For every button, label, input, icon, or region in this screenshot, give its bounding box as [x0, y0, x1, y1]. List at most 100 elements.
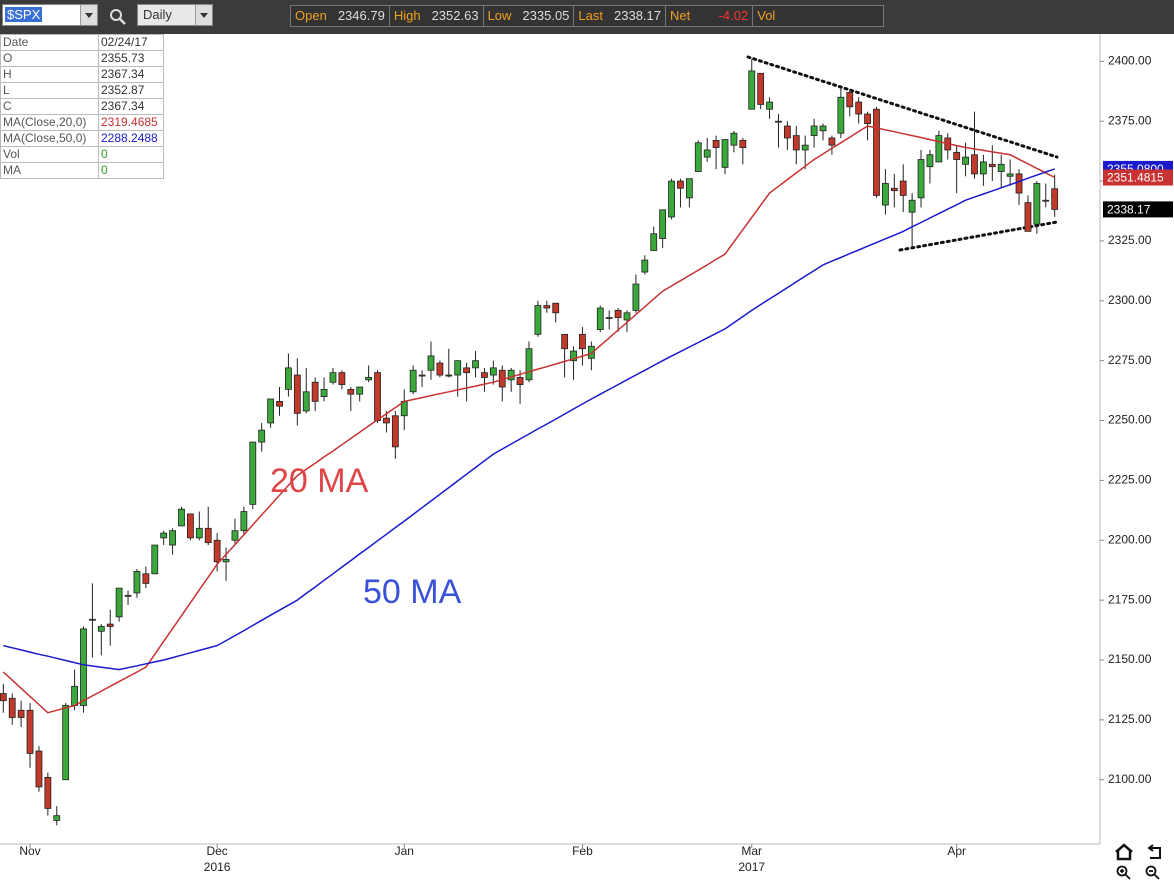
info-value: 2319.4685	[98, 114, 164, 131]
quote-label: Last	[578, 8, 603, 23]
candle-body	[962, 156, 969, 165]
info-label: C	[0, 98, 99, 115]
candle-body	[873, 108, 880, 196]
candle-body	[44, 776, 52, 809]
quote-label: Vol	[757, 8, 776, 23]
candle-body	[187, 513, 194, 539]
interval: Daily	[143, 7, 172, 22]
y-axis: 2100.00 2125.00 2150.00 2175.00 2200.00 2225.…	[1100, 54, 1152, 786]
x-tick-label: Nov	[19, 844, 40, 858]
candle-body	[775, 120, 782, 123]
y-tick-label: 2200.00	[1108, 532, 1152, 546]
candle-body	[525, 348, 533, 381]
info-value: 0	[98, 162, 164, 179]
candle-body	[329, 372, 337, 383]
candle-body	[694, 142, 702, 172]
info-row: L 2352.87	[0, 82, 164, 99]
candle-body	[1051, 188, 1059, 210]
x-tick-label: Mar	[741, 844, 762, 858]
quote-value: 2346.79	[337, 8, 385, 23]
x-tick-label: Feb	[572, 844, 593, 858]
search-icon[interactable]	[108, 7, 128, 27]
candle-body	[908, 199, 916, 213]
last-close-label: 2338.17	[1107, 203, 1151, 217]
candle-body	[579, 333, 586, 350]
symbol-input[interactable]: $SPX	[2, 4, 98, 26]
y-tick-label: 2125.00	[1108, 712, 1152, 726]
candle-body	[178, 508, 185, 527]
candle-body	[668, 180, 675, 218]
candle-body	[463, 367, 471, 374]
candle-body	[632, 283, 640, 311]
info-label: O	[0, 50, 99, 67]
candle-body	[650, 233, 658, 251]
y-tick-label: 2175.00	[1108, 592, 1152, 606]
info-row: MA(Close,50,0) 2288.2488	[0, 130, 164, 147]
x-tick-label: Dec	[206, 844, 227, 858]
candle-body	[623, 312, 631, 321]
dropdown[interactable]	[80, 5, 97, 25]
y-tick-label: 2325.00	[1108, 233, 1152, 247]
candle-body	[837, 96, 845, 134]
y-tick-label: 2375.00	[1108, 113, 1152, 127]
candle-body	[472, 360, 479, 369]
candle-body	[552, 302, 560, 314]
info-label: MA(Close,50,0)	[0, 130, 99, 147]
candle-body	[374, 372, 381, 421]
candle-body	[142, 573, 150, 584]
candle-body	[828, 137, 836, 146]
candle-body	[311, 381, 319, 402]
candle-body	[133, 571, 141, 594]
candle-body	[409, 369, 417, 393]
candle-body	[258, 429, 266, 443]
candle-body	[507, 369, 515, 381]
candle-body	[427, 355, 435, 371]
candle-body	[320, 389, 328, 397]
x-year-label: 2017	[738, 860, 765, 874]
home-icon[interactable]	[1115, 843, 1133, 861]
quote-value: 2338.17	[614, 8, 661, 23]
ma-annotation: 20 MA	[270, 462, 369, 500]
info-label: MA	[0, 162, 99, 179]
candle-body	[1042, 199, 1050, 202]
candle-body	[115, 587, 123, 618]
candle-body	[516, 377, 524, 386]
candle-body	[293, 374, 301, 414]
candle-body	[534, 305, 542, 335]
candle-body	[151, 544, 159, 575]
quote-cell: Net -4.02	[666, 6, 754, 26]
candle-body	[356, 386, 364, 395]
quote-value: 2335.05	[522, 8, 570, 23]
candle-body	[685, 178, 693, 199]
candle-body	[587, 345, 595, 359]
interval-select[interactable]: Daily	[137, 4, 213, 26]
candle-body	[267, 398, 275, 424]
y-tick-label: 2400.00	[1108, 54, 1152, 68]
y-tick-label: 2275.00	[1108, 353, 1152, 367]
candle-body	[17, 709, 25, 718]
candle-body	[285, 367, 292, 390]
candle-body	[881, 183, 889, 206]
back-icon[interactable]	[1147, 844, 1161, 859]
info-row: Date 02/24/17	[0, 34, 164, 51]
info-value: 02/24/17	[98, 34, 164, 51]
candle-body	[195, 527, 203, 539]
info-label: L	[0, 82, 99, 99]
info-row: MA 0	[0, 162, 164, 179]
candle-body	[971, 154, 978, 175]
zoom-in-icon[interactable]	[1116, 865, 1131, 880]
candle-body	[97, 626, 105, 632]
zoom-out-icon[interactable]	[1145, 865, 1160, 880]
candle-body	[35, 750, 43, 788]
candle-body	[124, 594, 132, 597]
candle-body	[739, 139, 747, 148]
candle-body	[213, 539, 221, 563]
candle-body	[783, 125, 791, 139]
info-label: Vol	[0, 146, 99, 163]
candle-body	[365, 377, 373, 381]
dropdown[interactable]	[195, 5, 212, 25]
last-close-label-bg	[1103, 201, 1173, 218]
quote-value: -4.02	[718, 8, 749, 23]
x-year-label: 2016	[204, 860, 231, 874]
